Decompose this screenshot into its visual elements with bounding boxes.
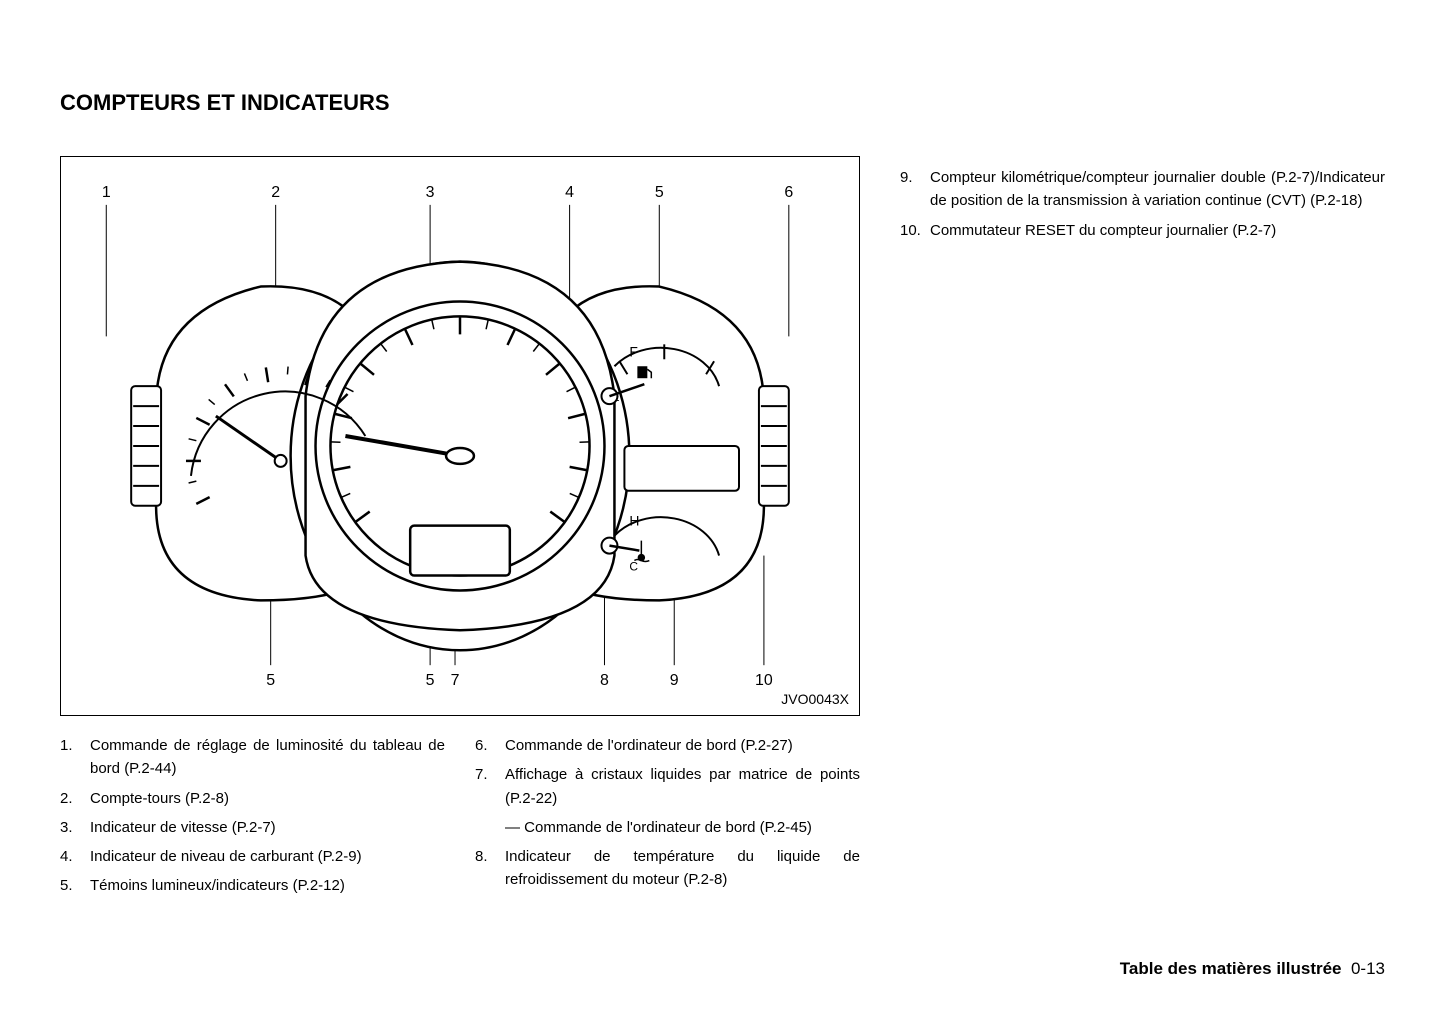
svg-text:H: H [629,513,639,529]
callout-number: 6 [784,184,793,201]
legend-right: 9.Compteur kilométrique/compteur journal… [900,166,1385,242]
legend-number: 8. [475,845,505,892]
page-title: COMPTEURS ET INDICATEURS [60,90,1385,116]
callout-number: 1 [102,184,111,201]
footer-section-title: Table des matières illustrée [1120,959,1342,978]
left-column: 123456 5578910 [60,156,860,904]
callout-number: 2 [271,184,280,201]
legend-item: 1.Commande de réglage de luminosité du t… [60,734,445,781]
callout-number: 7 [451,672,460,689]
legend-number: 5. [60,874,90,897]
callout-number: 3 [426,184,435,201]
callout-number: 5 [266,672,275,689]
legend-item: 9.Compteur kilométrique/compteur journal… [900,166,1385,213]
callout-number: 4 [565,184,574,201]
legend-number: 2. [60,787,90,810]
legend-text: Indicateur de température du liquide de … [505,845,860,892]
legend-item: 7.Affichage à cristaux liquides par matr… [475,763,860,810]
legend-text: Compteur kilométrique/compteur journalie… [930,166,1385,213]
legend-text: Commande de réglage de luminosité du tab… [90,734,445,781]
callout-number: 9 [670,672,679,689]
diagram-svg: 123456 5578910 [61,157,859,715]
footer-page-number: 0-13 [1351,959,1385,978]
legend-col-1: 1.Commande de réglage de luminosité du t… [60,734,445,904]
legend-text: Indicateur de vitesse (P.2-7) [90,816,445,839]
legend-text: Commutateur RESET du compteur journalier… [930,219,1385,242]
legend-text: Témoins lumineux/indicateurs (P.2-12) [90,874,445,897]
legend-below-diagram: 1.Commande de réglage de luminosité du t… [60,734,860,904]
callout-number: 5 [426,672,435,689]
legend-item: 4.Indicateur de niveau de carburant (P.2… [60,845,445,868]
legend-subitem: — Commande de l'ordinateur de bord (P.2-… [475,816,860,839]
legend-number: 10. [900,219,930,242]
legend-number: 9. [900,166,930,213]
svg-text:C: C [629,560,638,574]
legend-item: 6.Commande de l'ordinateur de bord (P.2-… [475,734,860,757]
legend-text: Commande de l'ordinateur de bord (P.2-27… [505,734,860,757]
callout-number: 10 [755,672,773,689]
callout-number: 8 [600,672,609,689]
page-footer: Table des matières illustrée 0-13 [1120,959,1385,979]
legend-number: 1. [60,734,90,781]
content-row: 123456 5578910 [60,156,1385,904]
legend-text: Affichage à cristaux liquides par matric… [505,763,860,810]
instrument-cluster-diagram: 123456 5578910 [60,156,860,716]
legend-number: 7. [475,763,505,810]
figure-id: JVO0043X [781,691,849,707]
legend-col-2: 6.Commande de l'ordinateur de bord (P.2-… [475,734,860,904]
legend-item: 2.Compte-tours (P.2-8) [60,787,445,810]
legend-item: 5.Témoins lumineux/indicateurs (P.2-12) [60,874,445,897]
legend-text: Indicateur de niveau de carburant (P.2-9… [90,845,445,868]
legend-number: 4. [60,845,90,868]
legend-item: 8.Indicateur de température du liquide d… [475,845,860,892]
legend-number: 6. [475,734,505,757]
svg-text:F: F [629,343,638,359]
legend-item: 10.Commutateur RESET du compteur journal… [900,219,1385,242]
callout-number: 5 [655,184,664,201]
legend-text: Compte-tours (P.2-8) [90,787,445,810]
legend-item: 3.Indicateur de vitesse (P.2-7) [60,816,445,839]
legend-number: 3. [60,816,90,839]
right-column: 9.Compteur kilométrique/compteur journal… [900,156,1385,904]
